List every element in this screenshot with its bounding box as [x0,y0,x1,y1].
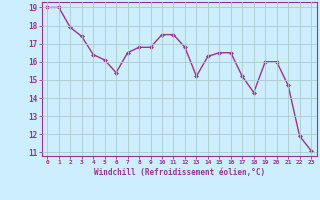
X-axis label: Windchill (Refroidissement éolien,°C): Windchill (Refroidissement éolien,°C) [94,168,265,177]
